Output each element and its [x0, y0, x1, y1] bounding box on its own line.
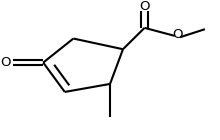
Text: O: O	[0, 56, 11, 69]
Text: O: O	[139, 0, 150, 13]
Text: O: O	[173, 28, 183, 41]
